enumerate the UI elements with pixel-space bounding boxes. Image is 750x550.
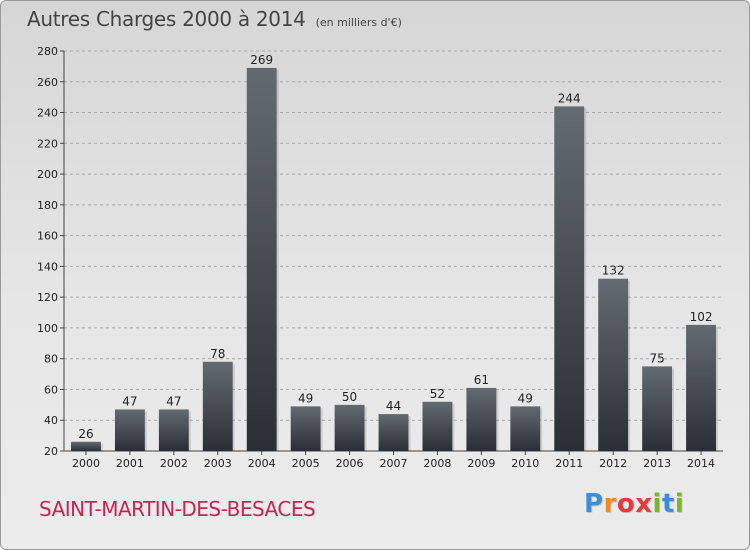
x-tick-label-2013: 2013 [643, 457, 671, 470]
bar-2009 [466, 387, 497, 451]
bar-2004 [246, 67, 277, 451]
x-tick-label-2001: 2001 [116, 457, 144, 470]
chart-title-text: Autres Charges 2000 à 2014 [27, 7, 306, 31]
x-tick-label-2002: 2002 [160, 457, 188, 470]
bar-2010 [510, 406, 541, 451]
x-tick-label-2004: 2004 [248, 457, 276, 470]
x-tick-label-2008: 2008 [423, 457, 451, 470]
value-label-2008: 52 [430, 387, 445, 401]
value-label-2003: 78 [210, 347, 225, 361]
x-tick-label-2012: 2012 [599, 457, 627, 470]
bar-shadow [320, 408, 323, 451]
bar-shadow [232, 363, 235, 451]
x-tick-label-2003: 2003 [204, 457, 232, 470]
bar-2013 [642, 366, 673, 451]
x-tick-label-2010: 2010 [511, 457, 539, 470]
bar-2001 [114, 409, 145, 451]
bar-2003 [202, 361, 233, 451]
bar-2008 [422, 401, 453, 451]
bars [71, 67, 718, 451]
logo-letter: P [584, 489, 604, 519]
value-label-2010: 49 [518, 391, 533, 405]
bar-shadow [452, 403, 455, 451]
bar-2007 [378, 414, 409, 451]
bar-shadow [496, 389, 499, 451]
x-tick-label-2009: 2009 [467, 457, 495, 470]
proxiti-logo[interactable]: Proxiti [584, 489, 684, 519]
bar-shadow [408, 416, 411, 451]
value-label-2011: 244 [558, 91, 581, 105]
y-tick-label: 140 [37, 260, 58, 273]
value-label-2001: 47 [122, 394, 137, 408]
labels: 20 40 60 80 100 120 140 160 180 200 220 240 260 280 26… [37, 45, 715, 470]
logo-letter: x [635, 489, 653, 519]
value-label-2000: 26 [78, 427, 93, 441]
bar-2002 [158, 409, 189, 451]
logo-letter: i [674, 489, 685, 519]
logo-letter: o [616, 489, 636, 519]
bar-shadow [144, 411, 147, 451]
y-tick-label: 240 [37, 107, 58, 120]
value-label-2002: 47 [166, 394, 181, 408]
bar-shadow [188, 411, 191, 451]
bar-2006 [334, 404, 365, 451]
y-tick-label: 180 [37, 199, 58, 212]
bar-shadow [672, 368, 675, 451]
value-label-2005: 49 [298, 391, 313, 405]
y-tick-label: 160 [37, 230, 58, 243]
y-tick-label: 100 [37, 322, 58, 335]
bar-shadow [628, 280, 631, 451]
x-tick-label-2007: 2007 [380, 457, 408, 470]
x-tick-label-2011: 2011 [555, 457, 583, 470]
bar-shadow [540, 408, 543, 451]
bar-2011 [554, 106, 585, 451]
value-label-2009: 61 [474, 373, 489, 387]
x-tick-label-2006: 2006 [336, 457, 364, 470]
bar-2000 [71, 441, 101, 451]
chart-unit-text: (en milliers d'€) [315, 16, 402, 29]
value-label-2012: 132 [602, 264, 625, 278]
y-tick-label: 280 [37, 45, 58, 58]
x-tick-label-2005: 2005 [292, 457, 320, 470]
y-tick-label: 60 [44, 383, 58, 396]
bar-shadow [100, 443, 103, 451]
logo-letter: r [603, 489, 617, 519]
bar-2014 [686, 324, 716, 451]
commune-name: SAINT-MARTIN-DES-BESACES [39, 497, 316, 521]
y-tick-label: 120 [37, 291, 58, 304]
value-label-2006: 50 [342, 390, 357, 404]
y-tick-label: 80 [44, 353, 58, 366]
bar-2005 [290, 406, 321, 451]
y-tick-label: 220 [37, 137, 58, 150]
logo-letter: t [661, 489, 675, 519]
chart-title: Autres Charges 2000 à 2014 (en milliers d… [27, 7, 402, 31]
y-tick-label: 260 [37, 76, 58, 89]
x-tick-label-2000: 2000 [72, 457, 100, 470]
value-label-2014: 102 [690, 310, 713, 324]
y-tick-label: 40 [44, 414, 58, 427]
logo-letter: i [652, 489, 662, 519]
bar-2012 [598, 278, 629, 451]
y-tick-label: 20 [44, 445, 58, 458]
value-label-2004: 269 [250, 53, 273, 67]
bar-shadow [715, 326, 718, 451]
bar-shadow [276, 69, 279, 451]
x-tick-label-2014: 2014 [687, 457, 715, 470]
value-label-2007: 44 [386, 399, 401, 413]
y-tick-label: 200 [37, 168, 58, 181]
bar-shadow [364, 406, 367, 451]
bar-shadow [584, 108, 587, 451]
value-label-2013: 75 [649, 351, 664, 365]
